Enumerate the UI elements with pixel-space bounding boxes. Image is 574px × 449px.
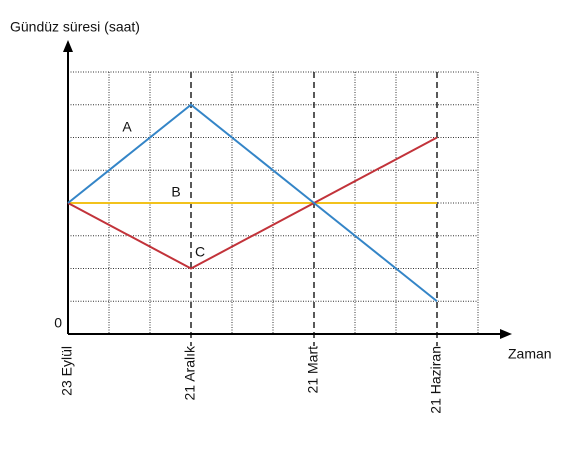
x-tick-label: 23 Eylül	[59, 346, 75, 396]
series-line	[67, 136, 438, 270]
x-axis-arrow	[500, 329, 512, 339]
series-line	[67, 103, 438, 303]
series-label: B	[171, 184, 180, 200]
y-axis-label: Gündüz süresi (saat)	[10, 19, 140, 35]
x-axis-label: Zaman	[508, 346, 552, 362]
series-label: A	[122, 119, 132, 135]
y-tick-label: 0	[54, 315, 62, 331]
x-tick-label: 21 Mart	[305, 346, 321, 394]
series-label: C	[195, 244, 205, 260]
x-tick-label: 21 Haziran	[428, 346, 444, 414]
x-tick-label: 21 Aralık	[182, 345, 198, 400]
y-axis-arrow	[63, 40, 73, 52]
